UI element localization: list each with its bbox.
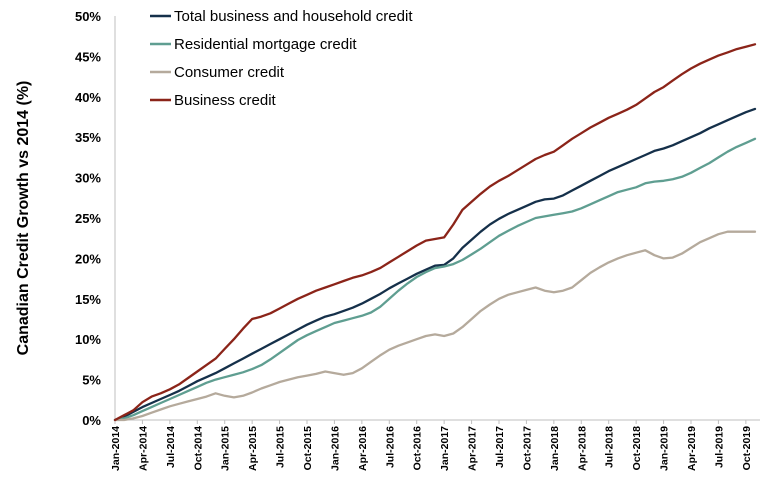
x-tick-label: Jan-2018 [549,426,561,471]
series-line-0 [113,107,757,422]
x-tick-label: Jan-2017 [439,426,451,471]
y-tick-label: 30% [75,171,101,186]
series-lines [113,43,757,422]
x-tick-label: Jul-2014 [165,426,177,468]
x-tick-labels: Jan-2014 Apr-2014 Jul-2014 Oct-2014 Jan-2015… [110,420,753,471]
y-tick-label: 35% [75,130,101,145]
y-tick-label: 5% [82,373,101,388]
x-tick-label: Jul-2016 [384,426,396,468]
x-tick-label: Oct-2019 [741,426,753,471]
x-tick-label: Apr-2017 [467,426,479,471]
y-tick-label: 25% [75,211,101,226]
x-tick-label: Oct-2016 [412,426,424,471]
x-tick-label: Apr-2016 [357,426,369,471]
x-tick-label: Apr-2018 [576,426,588,471]
legend-label-2: Consumer credit [174,64,285,81]
y-tick-label: 40% [75,90,101,105]
y-tick-labels: 0% 5% 10% 15% 20% 25% 30% 35% 40% 45% 50% [75,9,101,428]
y-tick-label: 20% [75,251,101,266]
x-tick-label: Oct-2015 [302,426,314,471]
x-tick-label: Oct-2017 [521,426,533,471]
x-tick-label: Apr-2015 [247,426,259,471]
x-tick-label: Jul-2015 [275,426,287,468]
y-axis-label: Canadian Credit Growth vs 2014 (%) [15,81,32,356]
x-tick-label: Apr-2019 [686,426,698,471]
x-tick-label: Jul-2018 [604,426,616,468]
x-tick-label: Jan-2015 [220,426,232,471]
x-tick-label: Jan-2016 [329,426,341,471]
x-tick-label: Oct-2014 [192,426,204,471]
y-tick-label: 10% [75,332,101,347]
series-line-1 [113,137,757,422]
legend: Total business and household credit Resid… [150,8,413,109]
x-tick-label: Jul-2017 [494,426,506,468]
x-tick-label: Oct-2018 [631,426,643,471]
y-tick-label: 45% [75,49,101,64]
series-line-2 [113,230,757,422]
legend-label-1: Residential mortgage credit [174,36,357,53]
legend-label-0: Total business and household credit [174,8,413,25]
x-tick-label: Jan-2014 [110,426,122,471]
y-tick-label: 50% [75,9,101,24]
y-tick-label: 0% [82,413,101,428]
series-line-3 [113,43,757,422]
x-tick-label: Apr-2014 [137,426,149,471]
x-tick-label: Jul-2019 [713,426,725,468]
x-tick-label: Jan-2019 [659,426,671,471]
y-tick-label: 15% [75,292,101,307]
axes [114,16,760,421]
legend-label-3: Business credit [174,92,277,109]
